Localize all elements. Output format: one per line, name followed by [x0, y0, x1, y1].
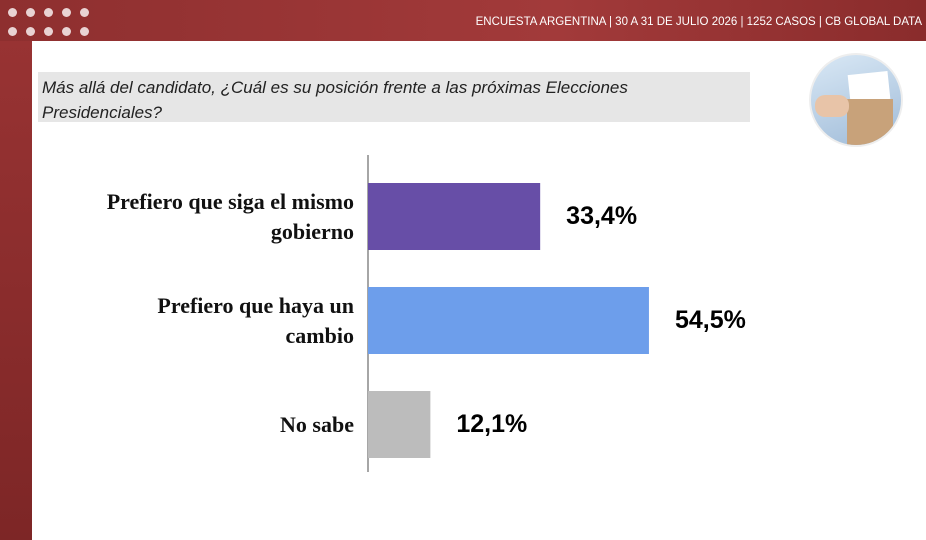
- dot: [62, 27, 71, 36]
- dot: [62, 8, 71, 17]
- header-text: ENCUESTA ARGENTINA | 30 A 31 DE JULIO 20…: [475, 16, 922, 28]
- category-label: No sabe: [280, 411, 354, 437]
- top-band: ENCUESTA ARGENTINA | 30 A 31 DE JULIO 20…: [0, 0, 926, 41]
- dot: [80, 27, 89, 36]
- bar: [368, 391, 431, 458]
- ballot-photo: [809, 53, 903, 147]
- question: Más allá del candidato, ¿Cuál es su posi…: [38, 72, 750, 122]
- category-label: Prefiero que siga el mismo gobierno: [106, 188, 354, 244]
- dot: [8, 27, 17, 36]
- dot: [26, 27, 35, 36]
- category-label: Prefiero que haya un cambio: [157, 292, 354, 348]
- value-label: 54,5%: [674, 306, 746, 334]
- dot: [26, 8, 35, 17]
- bar: [368, 287, 649, 354]
- dot: [8, 8, 17, 17]
- side-band: [0, 0, 32, 540]
- dot: [44, 27, 53, 36]
- dot: [44, 8, 53, 17]
- value-label: 33,4%: [566, 202, 638, 230]
- value-label: 12,1%: [456, 410, 528, 438]
- dot: [80, 8, 89, 17]
- bar: [368, 183, 541, 250]
